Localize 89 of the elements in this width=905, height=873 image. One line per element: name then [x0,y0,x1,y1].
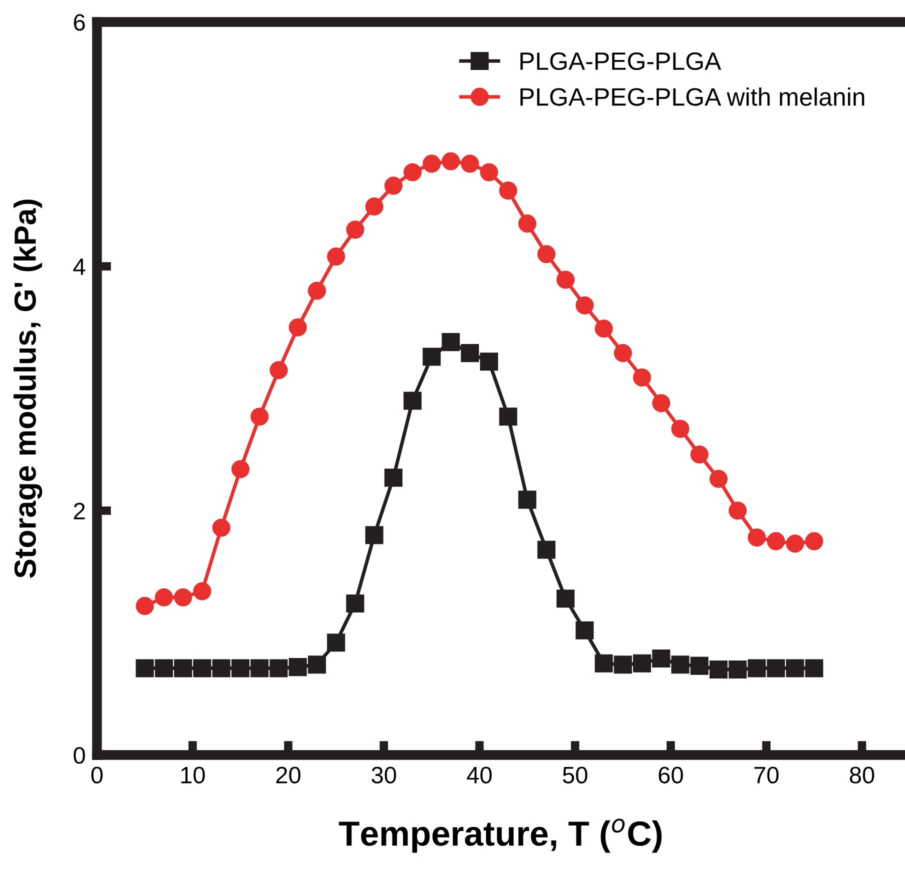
point [518,214,536,233]
point [404,392,422,410]
point [154,588,173,606]
point [614,656,632,674]
y-tick-label: 6 [74,14,85,31]
point [174,588,192,606]
point [537,245,556,264]
point [460,344,479,362]
point [690,445,708,464]
point [250,659,269,678]
point [250,408,269,426]
point [556,270,575,289]
point [805,532,824,550]
point [652,649,670,668]
y-axis-title: Storage modulus, G' (kPa) [14,200,42,578]
point [766,532,785,550]
x-tick-label: 30 [372,766,396,784]
point [614,344,632,362]
point [805,659,824,678]
point [212,659,230,678]
point [537,540,556,559]
point [690,656,708,675]
point [499,408,518,426]
point [308,656,326,674]
point [231,659,250,678]
x-axis-title: Temperature, T ($^{o}$C) [338,818,662,853]
point [327,248,346,266]
point [136,596,154,615]
point [422,154,441,173]
point [154,659,173,678]
point [288,318,307,336]
point [576,296,594,314]
point [288,658,307,676]
point [518,490,536,509]
point [404,163,422,182]
y-tick-label: 4 [73,258,86,275]
point [786,534,804,553]
point [556,590,575,608]
point [460,154,479,173]
point [480,352,498,371]
point [594,654,613,672]
point [786,659,804,678]
point [193,582,212,600]
point [346,220,364,239]
point [270,659,288,678]
x-tick-label: 70 [754,766,779,784]
point [270,361,288,380]
x-tick-label: 10 [181,766,205,784]
point [136,659,154,678]
point [365,197,384,216]
point [748,528,766,547]
point [174,659,192,678]
x-tick-label: 40 [466,766,492,784]
legend-label: PLGA-PEG-PLGA with melanin [520,87,864,106]
point [728,502,747,520]
point [671,656,690,674]
point [594,320,613,338]
point [327,634,346,652]
point [748,659,766,678]
point [480,163,498,182]
point [308,282,326,300]
x-tick-label: 60 [658,766,683,784]
x-tick-label: 20 [276,766,300,784]
point [671,420,690,438]
point [193,659,212,678]
point [422,348,441,366]
point [212,518,230,537]
x-tick-label: 80 [850,766,874,784]
x-tick-label: 0 [91,766,103,784]
legend-label: PLGA-PEG-PLGA [520,52,722,70]
point [633,654,652,672]
y-tick-label: 0 [74,747,85,764]
y-tick-label: 2 [74,502,85,520]
point [728,660,747,679]
point [231,460,250,478]
point [710,470,728,488]
point [576,621,594,640]
point [766,659,785,678]
point [442,152,460,170]
point [384,176,402,195]
point [499,182,518,200]
point [652,394,670,412]
point [633,368,652,387]
point [346,594,364,613]
x-tick-label: 50 [562,766,588,784]
point [442,333,460,352]
point [710,660,728,679]
point [384,468,402,487]
point [365,526,384,544]
